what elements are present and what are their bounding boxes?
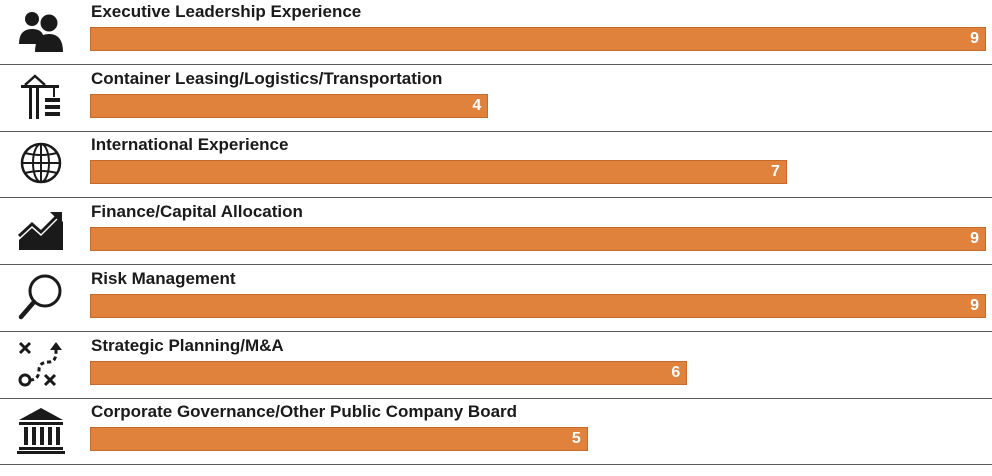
bar-value-label: 9 [970,30,979,47]
category-label: Corporate Governance/Other Public Compan… [91,402,518,422]
bar-track: 6 [90,360,986,385]
bar-track: 9 [90,227,986,252]
bar-track: 9 [90,27,986,51]
bar-value-label: 6 [671,363,681,381]
globe-icon [13,136,69,190]
chart-row: Strategic Planning/M&A 6 [0,333,992,399]
bar-value-label: 5 [571,430,581,448]
magnifier-icon [13,270,69,324]
category-label: International Experience [91,135,289,155]
bar-track: 7 [90,160,986,185]
chart-row: Container Leasing/Logistics/Transportati… [0,66,992,132]
category-label: Strategic Planning/M&A [91,335,284,355]
category-label: Executive Leadership Experience [91,2,362,21]
category-label: Finance/Capital Allocation [91,202,303,222]
bar-value-label: 7 [770,163,780,181]
bar: 4 [90,93,489,118]
bar-value-label: 9 [970,230,979,248]
bar-track: 9 [90,293,986,318]
trend-chart-icon [13,203,69,257]
institution-icon [13,403,69,457]
bar-track: 5 [90,427,986,452]
chart-row: Executive Leadership Experience 9 [0,0,992,65]
bar: 9 [90,227,986,252]
strategy-icon [13,337,69,391]
bar: 9 [90,27,986,51]
chart-row: Risk Management 9 [0,266,992,332]
bar-value-label: 9 [970,296,979,314]
chart-row: Finance/Capital Allocation 9 [0,199,992,266]
category-label: Container Leasing/Logistics/Transportati… [91,68,443,88]
chart-row: International Experience 7 [0,132,992,199]
bar: 6 [90,360,688,385]
chart-row: Corporate Governance/Other Public Compan… [0,399,992,466]
bar: 5 [90,427,588,452]
bar: 7 [90,160,787,185]
crane-icon [13,70,69,124]
category-label: Risk Management [91,268,236,288]
bar-track: 4 [90,93,986,118]
people-icon [13,3,69,57]
bar-value-label: 4 [472,96,482,114]
bar: 9 [90,293,986,318]
